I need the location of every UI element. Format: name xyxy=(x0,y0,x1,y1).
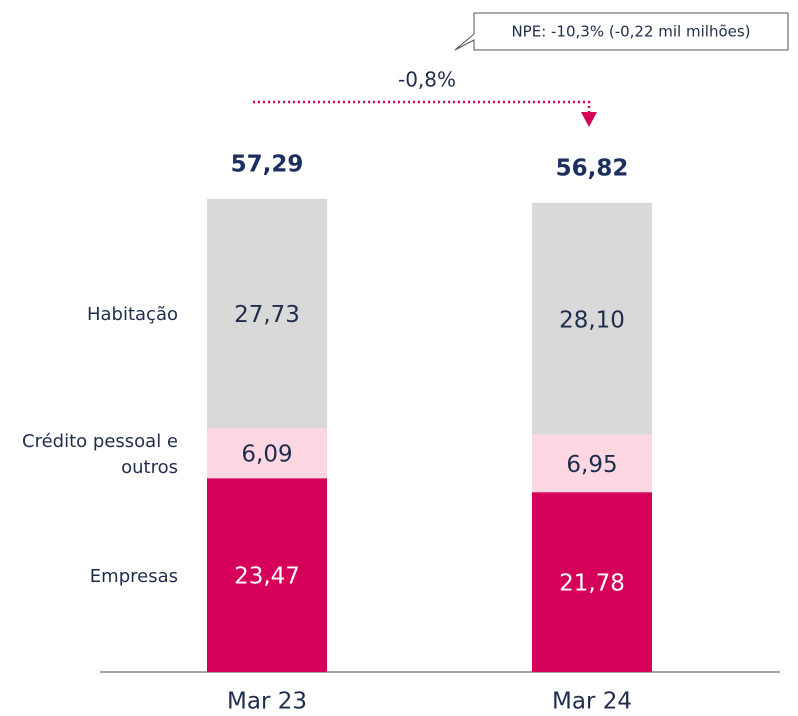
change-label: -0,8% xyxy=(398,68,456,92)
bar-segment xyxy=(207,478,327,672)
legend-label: Empresas xyxy=(89,566,178,588)
value-label: 23,47 xyxy=(234,564,300,590)
arrow-head xyxy=(581,112,597,127)
value-label: 28,10 xyxy=(559,307,625,333)
change-arrow xyxy=(253,100,591,112)
legend-label: Crédito pessoal e outros xyxy=(22,431,178,479)
value-label: 21,78 xyxy=(559,571,625,597)
bar-segment xyxy=(207,427,327,479)
bar-segment xyxy=(532,434,652,493)
callout-box xyxy=(454,12,789,51)
legend-label: Habitação xyxy=(86,304,178,326)
value-label: 6,95 xyxy=(566,452,617,478)
bar-segment xyxy=(207,199,327,428)
bar-segment xyxy=(532,202,652,435)
total-label: 56,82 xyxy=(556,155,629,181)
total-label: 57,29 xyxy=(231,152,304,178)
x-tick-label: Mar 23 xyxy=(227,689,307,715)
value-label: 27,73 xyxy=(234,302,300,328)
callout-text: NPE: -10,3% (-0,22 mil milhões) xyxy=(511,23,750,41)
x-tick-label: Mar 24 xyxy=(552,689,632,715)
bar-segment xyxy=(532,492,652,672)
value-label: 6,09 xyxy=(241,442,292,468)
